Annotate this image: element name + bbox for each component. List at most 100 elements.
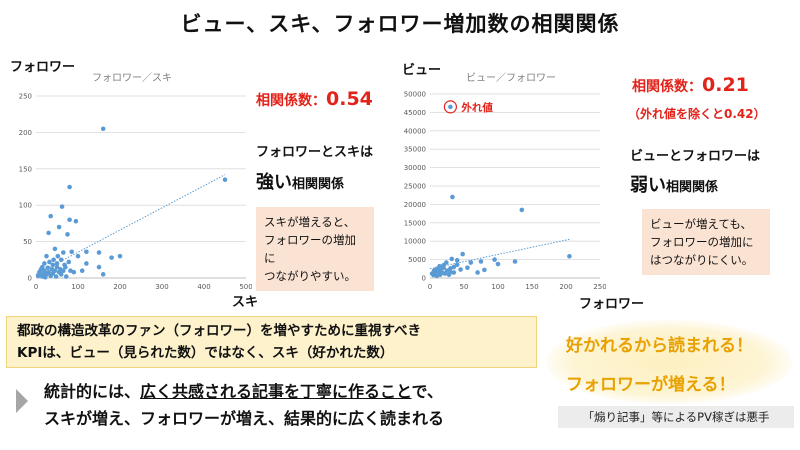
x-tick-label: 200 (113, 283, 126, 291)
data-point (47, 259, 52, 265)
left-note-box: スキが増えると、 フォロワーの増加に つながりやすい。 (256, 207, 374, 291)
data-point (42, 268, 47, 274)
data-point (40, 264, 45, 270)
y-tick-label: 250 (19, 93, 32, 101)
data-point (492, 257, 497, 262)
data-point (55, 253, 61, 259)
y-tick-label: 20000 (404, 201, 426, 209)
left-relation-line1: フォロワーとスキは (256, 145, 374, 160)
callout-glow (546, 320, 792, 404)
data-point (45, 265, 51, 271)
right-x-axis-title: フォロワー (579, 297, 645, 312)
y-tick-label: 5000 (408, 256, 426, 264)
right-note-line: ビューが増えても、 (650, 217, 753, 231)
data-point (61, 250, 66, 255)
x-tick-label: 100 (71, 283, 84, 291)
data-point (54, 264, 60, 270)
data-point (495, 261, 501, 267)
outlier-label: 外れ値 (460, 101, 493, 114)
right-y-axis-title: ビュー (402, 63, 442, 78)
outlier-point (448, 104, 453, 110)
data-point (454, 258, 460, 263)
data-point (451, 270, 457, 275)
right-corr-label: 相関係数： (632, 79, 702, 95)
right-correlation: 相関係数：0.21 (632, 74, 749, 96)
y-tick-label: 50 (23, 238, 32, 246)
right-relation-strength: 弱い (630, 175, 666, 196)
outlier-ring (443, 100, 458, 114)
x-tick-label: 500 (239, 283, 252, 291)
right-scatter-chart: 0 5000 10000 15000 20000 25000 30000 35000 40000… (404, 91, 606, 292)
right-relation-line1: ビューとフォロワーは (630, 149, 761, 164)
kpi-line1: 都政の構造改革のファン（フォロワー）を増やすために重視すべき (17, 323, 422, 339)
right-corr-value: 0.21 (702, 74, 749, 96)
data-point (96, 264, 102, 270)
data-point (54, 261, 60, 266)
statement-suffix: で、 (411, 382, 443, 401)
left-relation-strength: 強い (256, 172, 292, 193)
data-point (73, 218, 79, 224)
data-point (458, 267, 463, 272)
data-point (567, 253, 572, 259)
x-tick-label: 250 (593, 283, 606, 291)
x-tick-label: 50 (460, 283, 469, 291)
left-note-line: スキが増えると、 (264, 215, 356, 229)
data-point (51, 257, 56, 263)
left-note-line: フォロワーの増加に (264, 233, 356, 265)
y-tick-label: 25000 (404, 183, 426, 191)
right-relation-line2: 弱い相関関係 (630, 171, 718, 197)
y-tick-label: 45000 (404, 109, 426, 117)
y-tick-label: 200 (19, 129, 32, 137)
data-point (79, 268, 85, 274)
data-point (67, 217, 72, 223)
left-scatter-chart: 0 50 100 150 200 250 0 100 200 300 400 500 (19, 93, 252, 292)
right-relation-suffix: 相関関係 (666, 180, 719, 195)
right-note-line: フォロワーの増加に (650, 235, 754, 249)
callout-line2: フォロワーが増える！ (566, 375, 736, 395)
y-tick-label: 40000 (404, 127, 426, 135)
page-title: ビュー、スキ、フォロワー増加数の相関関係 (180, 12, 620, 36)
data-point (69, 249, 74, 255)
x-tick-label: 0 (428, 283, 432, 291)
data-point (50, 262, 56, 268)
triangle-arrow-icon (16, 389, 28, 413)
statement-prefix: 統計的には、 (44, 382, 141, 401)
left-chart-title: フォロワー／スキ (92, 73, 172, 84)
data-point (61, 268, 66, 274)
data-point (52, 268, 58, 274)
data-point (56, 224, 62, 230)
data-point (58, 257, 64, 263)
y-tick-label: 50000 (404, 91, 426, 99)
data-point (65, 232, 70, 237)
data-point (465, 265, 470, 270)
data-point (460, 251, 465, 257)
x-tick-label: 200 (559, 283, 572, 291)
data-point (84, 249, 89, 255)
data-point (100, 126, 106, 132)
x-tick-label: 0 (34, 283, 38, 291)
left-y-axis-title: フォロワー (10, 60, 76, 75)
data-point (512, 259, 518, 264)
data-point (44, 253, 49, 259)
x-tick-label: 100 (491, 283, 504, 291)
data-point (451, 264, 457, 270)
data-point (96, 250, 102, 255)
y-tick-label: 10000 (404, 238, 426, 246)
data-point (109, 255, 114, 260)
y-tick-label: 0 (28, 275, 32, 283)
left-corr-value: 0.54 (326, 88, 373, 110)
data-point (454, 262, 460, 268)
data-point (448, 269, 453, 275)
data-point (437, 263, 442, 269)
data-point (58, 272, 64, 277)
data-point (66, 259, 72, 265)
left-relation-suffix: 相関関係 (292, 177, 345, 192)
data-point (482, 267, 487, 273)
warning-note: 「煽り記事」等によるPV稼ぎは悪手 (558, 406, 794, 428)
kpi-box: 都政の構造改革のファン（フォロワー）を増やすために重視すべき KPIは、ビュー（… (6, 316, 537, 368)
data-point (52, 246, 58, 252)
left-note-line: つながりやすい。 (264, 269, 356, 283)
y-tick-label: 35000 (404, 146, 426, 154)
data-point (450, 194, 455, 200)
kpi-line2: KPIは、ビュー（見られた数）ではなく、スキ（好かれた数） (17, 345, 394, 361)
